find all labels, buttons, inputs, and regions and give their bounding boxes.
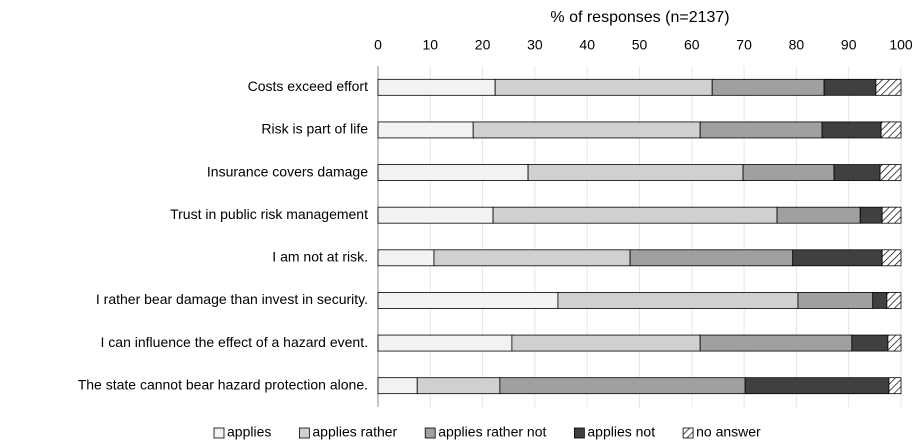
bar-segment bbox=[887, 334, 902, 352]
y-tick-label: Trust in public risk management bbox=[170, 206, 368, 222]
y-tick-label: The state cannot bear hazard protection … bbox=[78, 376, 368, 392]
bar-segment bbox=[776, 206, 861, 224]
x-tick-label: 0 bbox=[374, 37, 382, 53]
bar-segment bbox=[629, 249, 794, 267]
bar-segment bbox=[557, 292, 799, 309]
bar-segment bbox=[888, 377, 902, 395]
legend-swatch bbox=[573, 427, 585, 439]
bar-segment bbox=[886, 292, 902, 309]
axis-title: % of responses (n=2137) bbox=[550, 9, 729, 26]
legend-label: applies not bbox=[587, 424, 655, 440]
bar-segment bbox=[823, 78, 877, 96]
y-tick-label: Costs exceed effort bbox=[248, 78, 368, 94]
bar-segment bbox=[416, 377, 501, 395]
bar-segment bbox=[377, 121, 474, 139]
bar-segment bbox=[377, 249, 435, 267]
x-tick-label: 50 bbox=[632, 37, 648, 53]
bar-segment bbox=[377, 164, 529, 181]
bar-segment bbox=[875, 78, 902, 96]
x-tick-label: 10 bbox=[423, 37, 439, 53]
bar-segment bbox=[377, 334, 513, 352]
x-tick-label: 30 bbox=[527, 37, 543, 53]
bar-segment bbox=[499, 377, 746, 395]
bar-segment bbox=[821, 121, 882, 139]
bar-segment bbox=[711, 78, 825, 96]
x-tick-label: 80 bbox=[789, 37, 805, 53]
bar-segment bbox=[377, 78, 496, 96]
legend-swatch bbox=[298, 427, 310, 439]
bar-segment bbox=[433, 249, 631, 267]
bar-segment bbox=[377, 292, 559, 309]
bar-segment bbox=[742, 164, 835, 181]
bar-segment bbox=[881, 206, 902, 224]
x-tick-label: 90 bbox=[841, 37, 857, 53]
legend-swatch bbox=[424, 427, 436, 439]
y-tick-label: Risk is part of life bbox=[261, 121, 368, 137]
y-tick-label: I am not at risk. bbox=[272, 249, 368, 265]
bar-segment bbox=[792, 249, 883, 267]
bar-segment bbox=[699, 334, 853, 352]
x-tick-label: 20 bbox=[475, 37, 491, 53]
bar-segment bbox=[833, 164, 881, 181]
bar-segment bbox=[879, 164, 902, 181]
bar-segment bbox=[859, 206, 883, 224]
bar-segment bbox=[377, 377, 418, 395]
bar-segment bbox=[744, 377, 890, 395]
legend-label: applies rather not bbox=[438, 424, 546, 440]
legend-label: no answer bbox=[696, 424, 761, 440]
y-tick-label: Insurance covers damage bbox=[207, 163, 368, 179]
legend-swatch bbox=[682, 427, 694, 439]
bar-segment bbox=[472, 121, 701, 139]
x-tick-label: 40 bbox=[579, 37, 595, 53]
bar-segment bbox=[797, 292, 874, 309]
bar-segment bbox=[872, 292, 888, 309]
bar-segment bbox=[494, 78, 713, 96]
bar-segment bbox=[881, 249, 902, 267]
bar-segment bbox=[377, 206, 494, 224]
legend-label: applies bbox=[227, 424, 271, 440]
x-tick-label: 100 bbox=[889, 37, 913, 53]
bar-segment bbox=[880, 121, 902, 139]
legend-label: applies rather bbox=[312, 424, 397, 440]
y-tick-label: I can influence the effect of a hazard e… bbox=[101, 334, 368, 350]
bar-segment bbox=[851, 334, 889, 352]
bar-segment bbox=[511, 334, 701, 352]
bar-segment bbox=[527, 164, 744, 181]
bar-segment bbox=[699, 121, 823, 139]
legend-swatch bbox=[213, 427, 225, 439]
x-tick-label: 60 bbox=[684, 37, 700, 53]
bar-segment bbox=[492, 206, 778, 224]
x-tick-label: 70 bbox=[736, 37, 752, 53]
y-tick-label: I rather bear damage than invest in secu… bbox=[96, 291, 368, 307]
